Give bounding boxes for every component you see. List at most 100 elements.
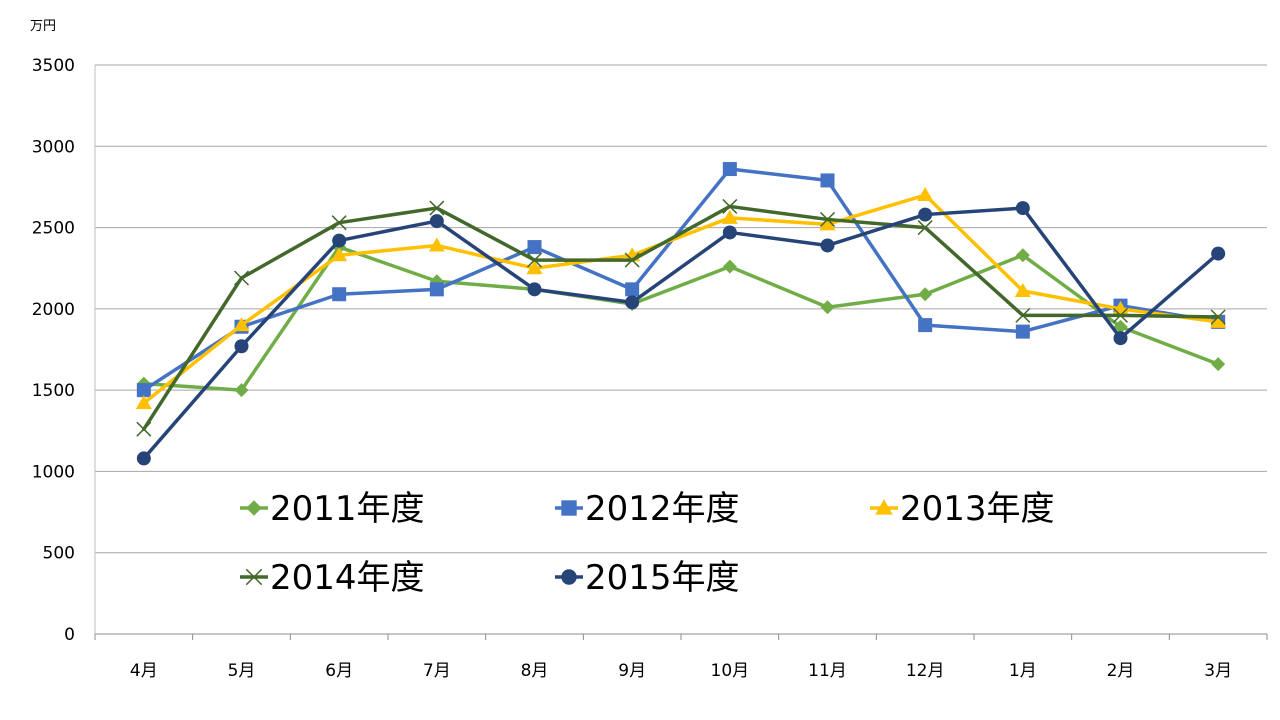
y-axis-ticks: 0 500 1000 1500 2000 2500 3000 3500 bbox=[32, 56, 75, 645]
series-group bbox=[135, 162, 1227, 466]
circle-marker bbox=[1211, 246, 1226, 261]
legend-label: 2015年度 bbox=[585, 558, 740, 598]
legend-item: 2014年度 bbox=[240, 558, 425, 598]
square-marker bbox=[1015, 324, 1030, 339]
circle-marker bbox=[136, 451, 151, 466]
series-5 bbox=[136, 201, 1226, 466]
y-tick-label: 3000 bbox=[32, 137, 75, 157]
legend-label: 2012年度 bbox=[585, 489, 740, 529]
y-tick-label: 0 bbox=[64, 625, 75, 645]
x-axis: 4月 5月 6月 7月 8月 9月 10月 11月 12月 1月 2月 3月 bbox=[94, 65, 1268, 681]
circle-marker bbox=[820, 238, 835, 253]
series-4 bbox=[136, 198, 1226, 437]
x-marker bbox=[233, 270, 250, 286]
x-tick-label: 9月 bbox=[618, 661, 646, 681]
triangle-marker bbox=[875, 499, 893, 515]
x-marker bbox=[245, 568, 263, 586]
x-marker bbox=[1015, 307, 1031, 323]
diamond-marker bbox=[820, 300, 835, 315]
circle-marker bbox=[918, 207, 933, 222]
square-marker bbox=[332, 287, 347, 302]
y-unit-label: 万円 bbox=[30, 19, 56, 34]
y-tick-label: 2000 bbox=[32, 300, 75, 320]
triangle-marker bbox=[526, 260, 543, 275]
square-marker bbox=[722, 162, 737, 177]
legend-label: 2011年度 bbox=[270, 489, 425, 529]
x-marker bbox=[1112, 307, 1129, 323]
square-marker bbox=[820, 173, 835, 188]
triangle-marker bbox=[1014, 282, 1031, 297]
triangle-marker bbox=[233, 317, 250, 332]
series-line bbox=[142, 193, 1220, 405]
legend-item: 2012年度 bbox=[555, 489, 740, 529]
diamond-marker bbox=[722, 259, 737, 274]
x-tick-label: 5月 bbox=[228, 661, 256, 681]
legend: 2011年度 2012年度 2013年度 2014年度 2015年度 bbox=[240, 489, 1055, 598]
square-marker bbox=[625, 282, 640, 297]
series-2 bbox=[136, 162, 1226, 398]
triangle-marker bbox=[1210, 313, 1227, 328]
gridlines bbox=[95, 64, 1267, 554]
legend-item: 2011年度 bbox=[240, 489, 425, 529]
x-tick-label: 4月 bbox=[130, 661, 158, 681]
square-marker bbox=[561, 500, 577, 516]
legend-label: 2014年度 bbox=[270, 558, 425, 598]
y-tick-label: 500 bbox=[43, 544, 75, 564]
x-marker bbox=[819, 211, 836, 227]
circle-marker bbox=[722, 225, 737, 240]
diamond-marker bbox=[1015, 248, 1030, 263]
square-marker bbox=[527, 240, 542, 255]
diamond-marker bbox=[1113, 319, 1128, 334]
diamond-marker bbox=[234, 383, 249, 398]
circle-marker bbox=[429, 214, 444, 229]
circle-marker bbox=[1015, 201, 1030, 216]
series-1 bbox=[136, 240, 1226, 398]
x-tick-label: 6月 bbox=[325, 661, 353, 681]
x-tick-label: 2月 bbox=[1107, 661, 1135, 681]
series-3 bbox=[135, 187, 1227, 410]
triangle-marker bbox=[135, 395, 152, 410]
series-line bbox=[142, 204, 1220, 431]
x-tick-label: 1月 bbox=[1009, 661, 1037, 681]
series-line bbox=[142, 245, 1220, 392]
triangle-marker bbox=[428, 237, 445, 252]
x-tick-label: 10月 bbox=[711, 661, 750, 681]
y-tick-label: 3500 bbox=[32, 56, 75, 76]
x-tick-label: 12月 bbox=[906, 661, 945, 681]
x-marker bbox=[917, 220, 933, 236]
diamond-marker bbox=[246, 500, 262, 516]
circle-marker bbox=[625, 295, 640, 310]
legend-item: 2013年度 bbox=[870, 489, 1055, 529]
x-marker bbox=[722, 198, 738, 214]
x-tick-label: 3月 bbox=[1204, 661, 1232, 681]
y-tick-label: 2500 bbox=[32, 219, 75, 239]
triangle-marker bbox=[331, 247, 348, 262]
x-marker bbox=[526, 252, 543, 268]
x-tick-label: 8月 bbox=[521, 661, 549, 681]
square-marker bbox=[918, 318, 933, 333]
diamond-marker bbox=[1211, 357, 1226, 372]
triangle-marker bbox=[819, 216, 836, 231]
legend-label: 2013年度 bbox=[900, 489, 1055, 529]
x-marker bbox=[331, 215, 347, 231]
square-marker bbox=[429, 282, 444, 297]
y-tick-label: 1000 bbox=[32, 462, 75, 482]
legend-item: 2015年度 bbox=[555, 558, 740, 598]
circle-marker bbox=[1113, 331, 1128, 346]
circle-marker bbox=[332, 233, 347, 248]
diamond-marker bbox=[918, 287, 933, 302]
square-marker bbox=[136, 383, 151, 398]
x-tick-label: 7月 bbox=[423, 661, 451, 681]
circle-marker bbox=[527, 282, 542, 297]
y-tick-label: 1500 bbox=[32, 381, 75, 401]
x-marker bbox=[429, 200, 445, 216]
x-marker bbox=[1210, 309, 1226, 325]
series-line bbox=[142, 167, 1220, 392]
x-marker bbox=[624, 252, 640, 268]
series-line bbox=[142, 206, 1220, 461]
x-marker bbox=[136, 421, 152, 437]
triangle-marker bbox=[917, 187, 934, 202]
circle-marker bbox=[561, 569, 577, 585]
triangle-marker bbox=[721, 209, 738, 224]
